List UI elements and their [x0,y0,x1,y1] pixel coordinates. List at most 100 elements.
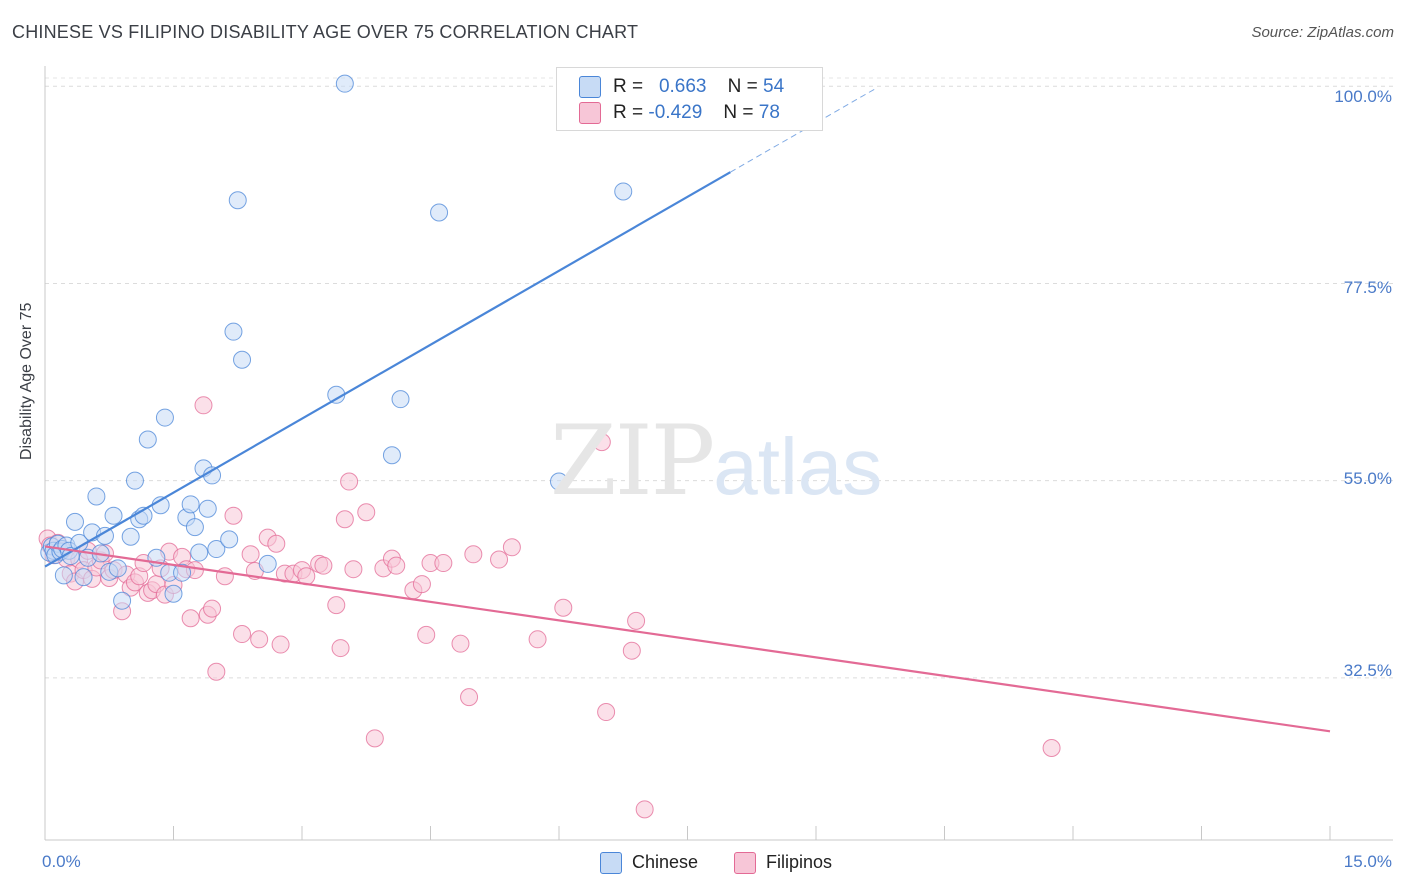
bottom-legend-filipinos: Filipinos [734,852,833,875]
filipinos-point [207,662,226,681]
chinese-point [185,518,204,537]
grid-lines [45,77,1393,679]
chinese-point [391,390,410,409]
watermark-atlas: atlas [713,422,883,511]
x-tick-label: 0.0% [42,852,81,871]
chinese-point [113,591,132,610]
filipinos-point [490,550,509,569]
filipinos-point [331,639,350,658]
filipinos-point [387,556,406,575]
chinese-point [207,540,226,559]
chinese-point [87,487,106,506]
chinese-point [430,203,449,222]
y-tick-label: 55.0% [1343,469,1392,488]
chinese-series [40,74,633,610]
filipinos-legend-swatch [734,852,756,875]
chinese-point [74,568,93,587]
filipinos-point [451,634,470,653]
y-tick-label: 100.0% [1334,87,1392,106]
filipinos-point [314,556,333,575]
chinese-point [258,554,277,573]
correlation-legend: R = 0.663 N = 54 R = -0.429 N = 78 [556,67,823,131]
filipinos-point [412,575,431,594]
filipinos-point [181,609,200,628]
legend-n-label: N = [723,102,754,124]
chinese-point [382,446,401,465]
filipinos-point [340,472,359,491]
y-tick-label: 32.5% [1343,661,1392,680]
filipinos-point [327,596,346,615]
filipinos-r-value: -0.429 [648,102,703,124]
chinese-point [550,472,568,491]
chinese-point [108,559,127,578]
chinese-point [173,563,192,582]
y-axis-label: Disability Age Over 75 [18,302,35,460]
bottom-legend-chinese: Chinese [600,852,699,875]
chart-title: CHINESE VS FILIPINO DISABILITY AGE OVER … [12,22,639,42]
y-tick-label: 77.5% [1343,278,1392,297]
filipinos-point [635,800,654,819]
filipinos-point [592,433,611,452]
chinese-point [220,530,239,549]
filipinos-point [464,545,483,564]
filipinos-point [344,560,363,579]
chinese-legend-label: Chinese [632,852,699,872]
legend-r-label: R = [613,102,644,124]
filipinos-point [335,510,354,529]
chart-source: Source: ZipAtlas.com [1251,24,1394,41]
chinese-point [614,182,633,201]
x-tick-label: 15.0% [1343,852,1392,871]
chinese-trend-line [44,171,731,568]
watermark-zip: ZIP [550,405,715,517]
chinese-point [181,495,200,514]
filipinos-point [434,554,453,573]
chinese-point [224,322,243,341]
chinese-swatch [579,76,601,98]
filipinos-point [267,534,286,553]
legend-row-chinese: R = 0.663 N = 54 [579,76,784,100]
chinese-point [54,566,73,585]
filipinos-point [365,729,384,748]
chinese-point [164,584,183,603]
filipinos-n-value: 78 [758,102,780,124]
filipinos-point [554,598,573,617]
chinese-point [335,74,354,93]
filipinos-point [502,538,521,557]
filipinos-point [1042,738,1061,757]
filipinos-point [627,611,646,630]
filipinos-swatch [579,102,601,124]
filipinos-point [460,688,479,707]
legend-n-label: N = [727,76,758,98]
legend-row-filipinos: R = -0.429 N = 78 [579,102,780,126]
filipinos-point [233,625,252,644]
filipinos-point [241,545,260,564]
chinese-point [233,350,252,369]
filipinos-point [215,567,234,586]
filipinos-legend-label: Filipinos [766,852,833,872]
filipinos-point [597,703,616,722]
chinese-n-value: 54 [763,76,785,98]
filipinos-point [622,641,641,660]
chinese-r-value: 0.663 [658,76,707,98]
chinese-point [155,408,174,427]
chinese-point [121,527,140,546]
chinese-point [190,543,209,562]
filipinos-point [528,630,547,649]
filipinos-trend-line [44,545,1331,733]
filipinos-point [250,630,269,649]
filipinos-point [194,396,213,415]
axes [44,66,1393,841]
legend-r-label: R = [613,76,644,98]
filipinos-point [417,625,436,644]
chinese-point [125,471,144,490]
chinese-point [65,512,84,531]
chinese-point [138,430,157,449]
filipinos-point [203,599,222,618]
chinese-point [104,506,123,525]
filipinos-point [271,635,290,654]
filipinos-point [357,503,376,522]
filipinos-point [224,506,243,525]
chinese-point [198,499,217,518]
chinese-legend-swatch [600,852,622,875]
